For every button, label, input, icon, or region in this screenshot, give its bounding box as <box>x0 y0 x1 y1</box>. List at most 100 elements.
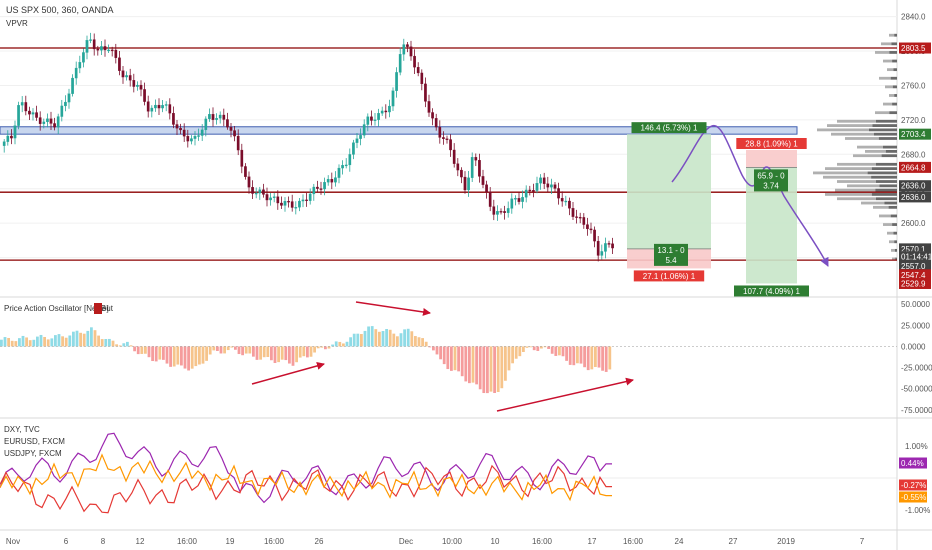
legend-usdjpy: USDJPY, FXCM <box>4 449 62 458</box>
oscillator-bar <box>496 346 500 392</box>
vpvr-bar <box>831 132 874 136</box>
vpvr-bar <box>879 214 891 218</box>
oscillator-bar <box>543 346 547 348</box>
candle-body <box>222 114 226 120</box>
price-tag: 2636.0 <box>901 193 926 202</box>
oscillator-bar <box>28 340 32 347</box>
oscillator-bar <box>237 346 241 355</box>
oscillator-bar <box>302 346 306 357</box>
divergence-arrow-1[interactable] <box>355 301 431 316</box>
vpvr-bar-sell <box>871 193 897 196</box>
candle-body <box>496 211 499 215</box>
vpvr-bar-sell <box>894 248 897 252</box>
oscillator-bar <box>219 346 223 354</box>
vpvr-bar-sell <box>893 68 897 72</box>
candle-body <box>10 135 13 139</box>
candle-body <box>92 39 96 50</box>
position-target-label-bg <box>734 285 809 297</box>
candle-body <box>449 139 452 151</box>
oscillator-bar <box>540 346 543 349</box>
oscillator-bar <box>248 346 252 354</box>
candle-body <box>172 113 175 125</box>
oscillator-pane[interactable]: 50.0000 25.0000 0.0000 -25.0000 -50.0000 -75.… <box>0 300 932 415</box>
candle-body <box>388 105 391 113</box>
oscillator-bar <box>392 333 396 347</box>
position-profit-zone[interactable] <box>627 134 711 249</box>
vpvr-bar <box>857 145 883 149</box>
vpvr-bar <box>837 162 876 166</box>
candle-body <box>377 113 380 120</box>
price-pane[interactable]: 146.4 (5.73%) 1 27.1 (1.06%) 1 13.1 - 05.4… <box>0 5 932 297</box>
vpvr-bar-sell <box>879 184 897 188</box>
oscillator-tick-label: -50.0000 <box>901 385 932 394</box>
candle-body <box>6 135 10 142</box>
candle-body <box>136 84 139 87</box>
time-tick-label: 16:00 <box>623 537 644 546</box>
candle-body <box>575 216 578 218</box>
divergence-arrow-3[interactable] <box>496 377 634 412</box>
vpvr-bar <box>873 205 889 209</box>
price-tag-bg <box>899 243 931 255</box>
oscillator-bar <box>460 346 464 377</box>
oscillator-bar <box>604 346 608 372</box>
time-tick-label: 10:00 <box>442 537 463 546</box>
candle-body <box>265 194 269 201</box>
oscillator-bar <box>547 346 550 349</box>
candle-body <box>67 93 71 103</box>
candle-body <box>121 70 125 78</box>
time-axis[interactable]: Nov 6 8 12 16:00 19 16:00 26 Dec 10:00 10 16:00 17 16… <box>6 537 865 546</box>
candle-body <box>467 177 470 191</box>
comparison-value-tag-bg <box>899 479 927 491</box>
candle-body <box>74 67 78 79</box>
candle-body <box>355 138 359 143</box>
candle-body <box>200 129 204 136</box>
candle-body <box>175 124 179 129</box>
price-tag-bg <box>899 180 931 192</box>
oscillator-bar <box>414 336 417 347</box>
time-tick-label: 7 <box>860 537 865 546</box>
candle-body <box>456 163 460 171</box>
oscillator-bar <box>525 346 529 348</box>
vpvr-bar-sell <box>875 188 897 192</box>
candle-body <box>593 229 596 242</box>
oscillator-bar <box>601 346 604 371</box>
oscillator-bar <box>183 346 187 369</box>
candle-body <box>258 189 262 194</box>
vpvr-bar <box>879 76 891 80</box>
comparison-pane[interactable]: 1.00% -1.00% DXY, TVC EURUSD, FXCM USDJPY… <box>0 425 930 515</box>
oscillator-bar <box>226 346 230 351</box>
candle-body <box>442 137 445 139</box>
candle-body <box>38 117 42 124</box>
position-target-label-bg <box>631 122 707 134</box>
candle-body <box>348 154 352 166</box>
oscillator-bar <box>399 333 403 347</box>
oscillator-bar <box>435 346 439 355</box>
candle-body <box>402 44 406 55</box>
oscillator-bar <box>144 346 147 354</box>
position-loss-zone[interactable] <box>746 150 797 168</box>
oscillator-bar <box>165 346 169 364</box>
oscillator-bar <box>32 339 36 347</box>
price-tag: 2803.5 <box>901 44 926 53</box>
oscillator-bar <box>266 346 270 357</box>
price-tick-label: 2720.0 <box>901 116 926 125</box>
candle-body <box>312 186 316 195</box>
candle-body <box>431 112 434 119</box>
candle-body <box>568 200 571 209</box>
candle-body <box>128 75 132 81</box>
oscillator-bar <box>608 346 612 370</box>
comparison-legend: DXY, TVC EURUSD, FXCM USDJPY, FXCM <box>4 425 65 458</box>
projection-path[interactable] <box>671 125 829 267</box>
time-tick-label: 16:00 <box>264 537 285 546</box>
candle-body <box>463 176 467 191</box>
oscillator-bar <box>97 335 100 347</box>
vpvr-bar-sell <box>895 257 897 261</box>
candle-body <box>305 199 308 202</box>
divergence-arrow-2[interactable] <box>251 362 325 385</box>
oscillator-bar <box>57 334 61 347</box>
candle-body <box>582 217 586 225</box>
vpvr-bar <box>875 51 890 54</box>
candle-body <box>398 54 402 73</box>
price-tag-bg <box>899 128 931 140</box>
supply-zone[interactable] <box>0 126 798 135</box>
